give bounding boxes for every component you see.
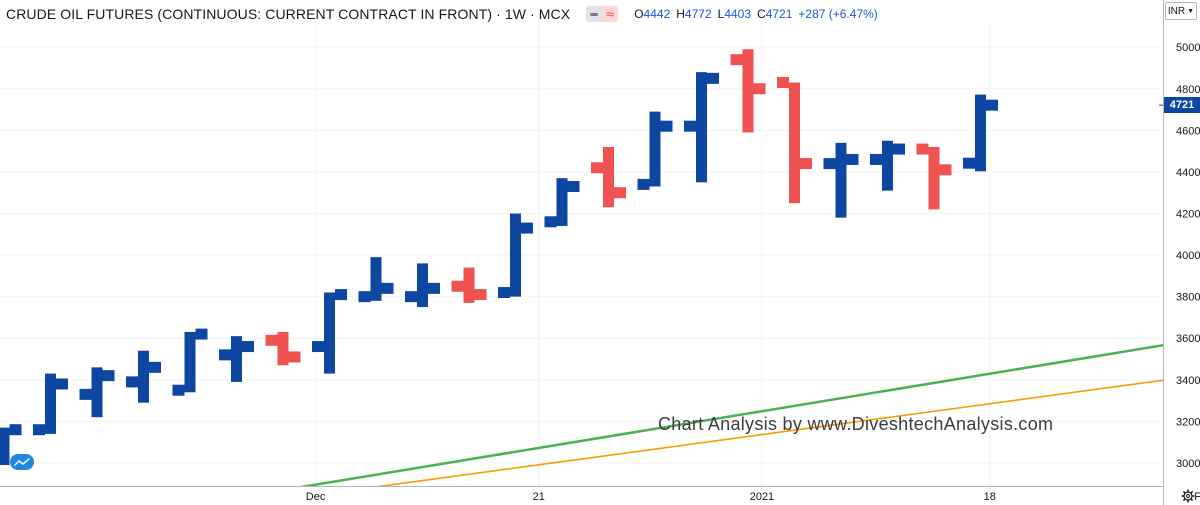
ohlc-bar[interactable] <box>544 178 580 228</box>
time-tick-label: 2021 <box>750 491 774 503</box>
ohlc-bar[interactable] <box>777 77 812 204</box>
price-tick-label: 4000 <box>1176 250 1200 262</box>
ohlc-bar[interactable] <box>33 373 68 436</box>
trendline-green[interactable] <box>283 85 1200 490</box>
ohlc-readout: O4442 H4772 L4403 C4721 +287 (+6.47%) <box>634 7 878 21</box>
ohlc-bar[interactable] <box>870 140 905 191</box>
chevron-down-icon: ▼ <box>1187 7 1195 15</box>
ohlc-bar[interactable] <box>126 350 161 403</box>
change-value: +287 (+6.47%) <box>798 7 878 21</box>
ohlc-bar[interactable] <box>684 72 719 183</box>
low-value: L4403 <box>717 7 752 21</box>
ohlc-bar[interactable] <box>963 94 998 172</box>
ohlc-bar[interactable] <box>405 263 440 308</box>
ohlc-bar[interactable] <box>219 336 254 382</box>
price-tick-label: 3600 <box>1176 333 1200 345</box>
time-tick-label: 21 <box>533 491 545 503</box>
time-tick-label: Dec <box>306 491 326 503</box>
currency-label: INR <box>1167 5 1186 17</box>
symbol-title[interactable]: CRUDE OIL FUTURES (CONTINUOUS: CURRENT C… <box>6 6 571 22</box>
ohlc-bar[interactable] <box>916 143 952 210</box>
price-tick-label: 4200 <box>1176 209 1200 221</box>
time-tick-label: Feb <box>1194 491 1200 503</box>
ohlc-bar[interactable] <box>823 142 859 218</box>
ohlc-bar[interactable] <box>358 257 394 303</box>
price-tick-label: 3200 <box>1176 416 1200 428</box>
price-tick-label: 3800 <box>1176 292 1200 304</box>
ohlc-bar[interactable] <box>591 146 626 208</box>
ohlc-bar[interactable] <box>0 424 22 466</box>
indicator-toggle[interactable]: ≈ <box>586 6 619 22</box>
ohlc-bar[interactable] <box>172 328 208 396</box>
ohlc-bar[interactable] <box>498 213 533 299</box>
currency-selector[interactable]: INR ▼ <box>1165 2 1197 20</box>
ohlc-bar[interactable] <box>451 267 487 303</box>
watermark-text: Chart Analysis by www.DiveshtechAnalysis… <box>658 414 1054 434</box>
ohlc-bar[interactable] <box>637 111 673 190</box>
price-tick-label: 4400 <box>1176 167 1200 179</box>
price-tick-label: 4600 <box>1176 125 1200 137</box>
time-tick-label: 18 <box>984 491 996 503</box>
ohlc-bar[interactable] <box>730 49 766 133</box>
eye-icon[interactable] <box>586 6 603 22</box>
open-value: O4442 <box>634 7 671 21</box>
tradingview-logo-icon[interactable] <box>10 454 34 470</box>
ohlc-bar[interactable] <box>265 332 301 366</box>
trendlines <box>283 85 1200 490</box>
settings-gear-icon[interactable] <box>1181 489 1195 503</box>
price-tick-label: 5000 <box>1176 42 1200 54</box>
high-value: H4772 <box>676 7 712 21</box>
price-tick-label: 4800 <box>1176 84 1200 96</box>
trendline-orange[interactable] <box>353 166 1200 490</box>
ohlc-bar[interactable] <box>312 289 347 374</box>
approx-icon[interactable]: ≈ <box>602 6 619 22</box>
ohlc-bar[interactable] <box>79 367 115 418</box>
close-value: C4721 <box>757 7 793 21</box>
price-tick-label: 3400 <box>1176 375 1200 387</box>
chart-header: CRUDE OIL FUTURES (CONTINUOUS: CURRENT C… <box>6 4 878 24</box>
last-price-tag: 4721 <box>1164 97 1200 114</box>
price-tick-label: 3000 <box>1176 458 1200 470</box>
